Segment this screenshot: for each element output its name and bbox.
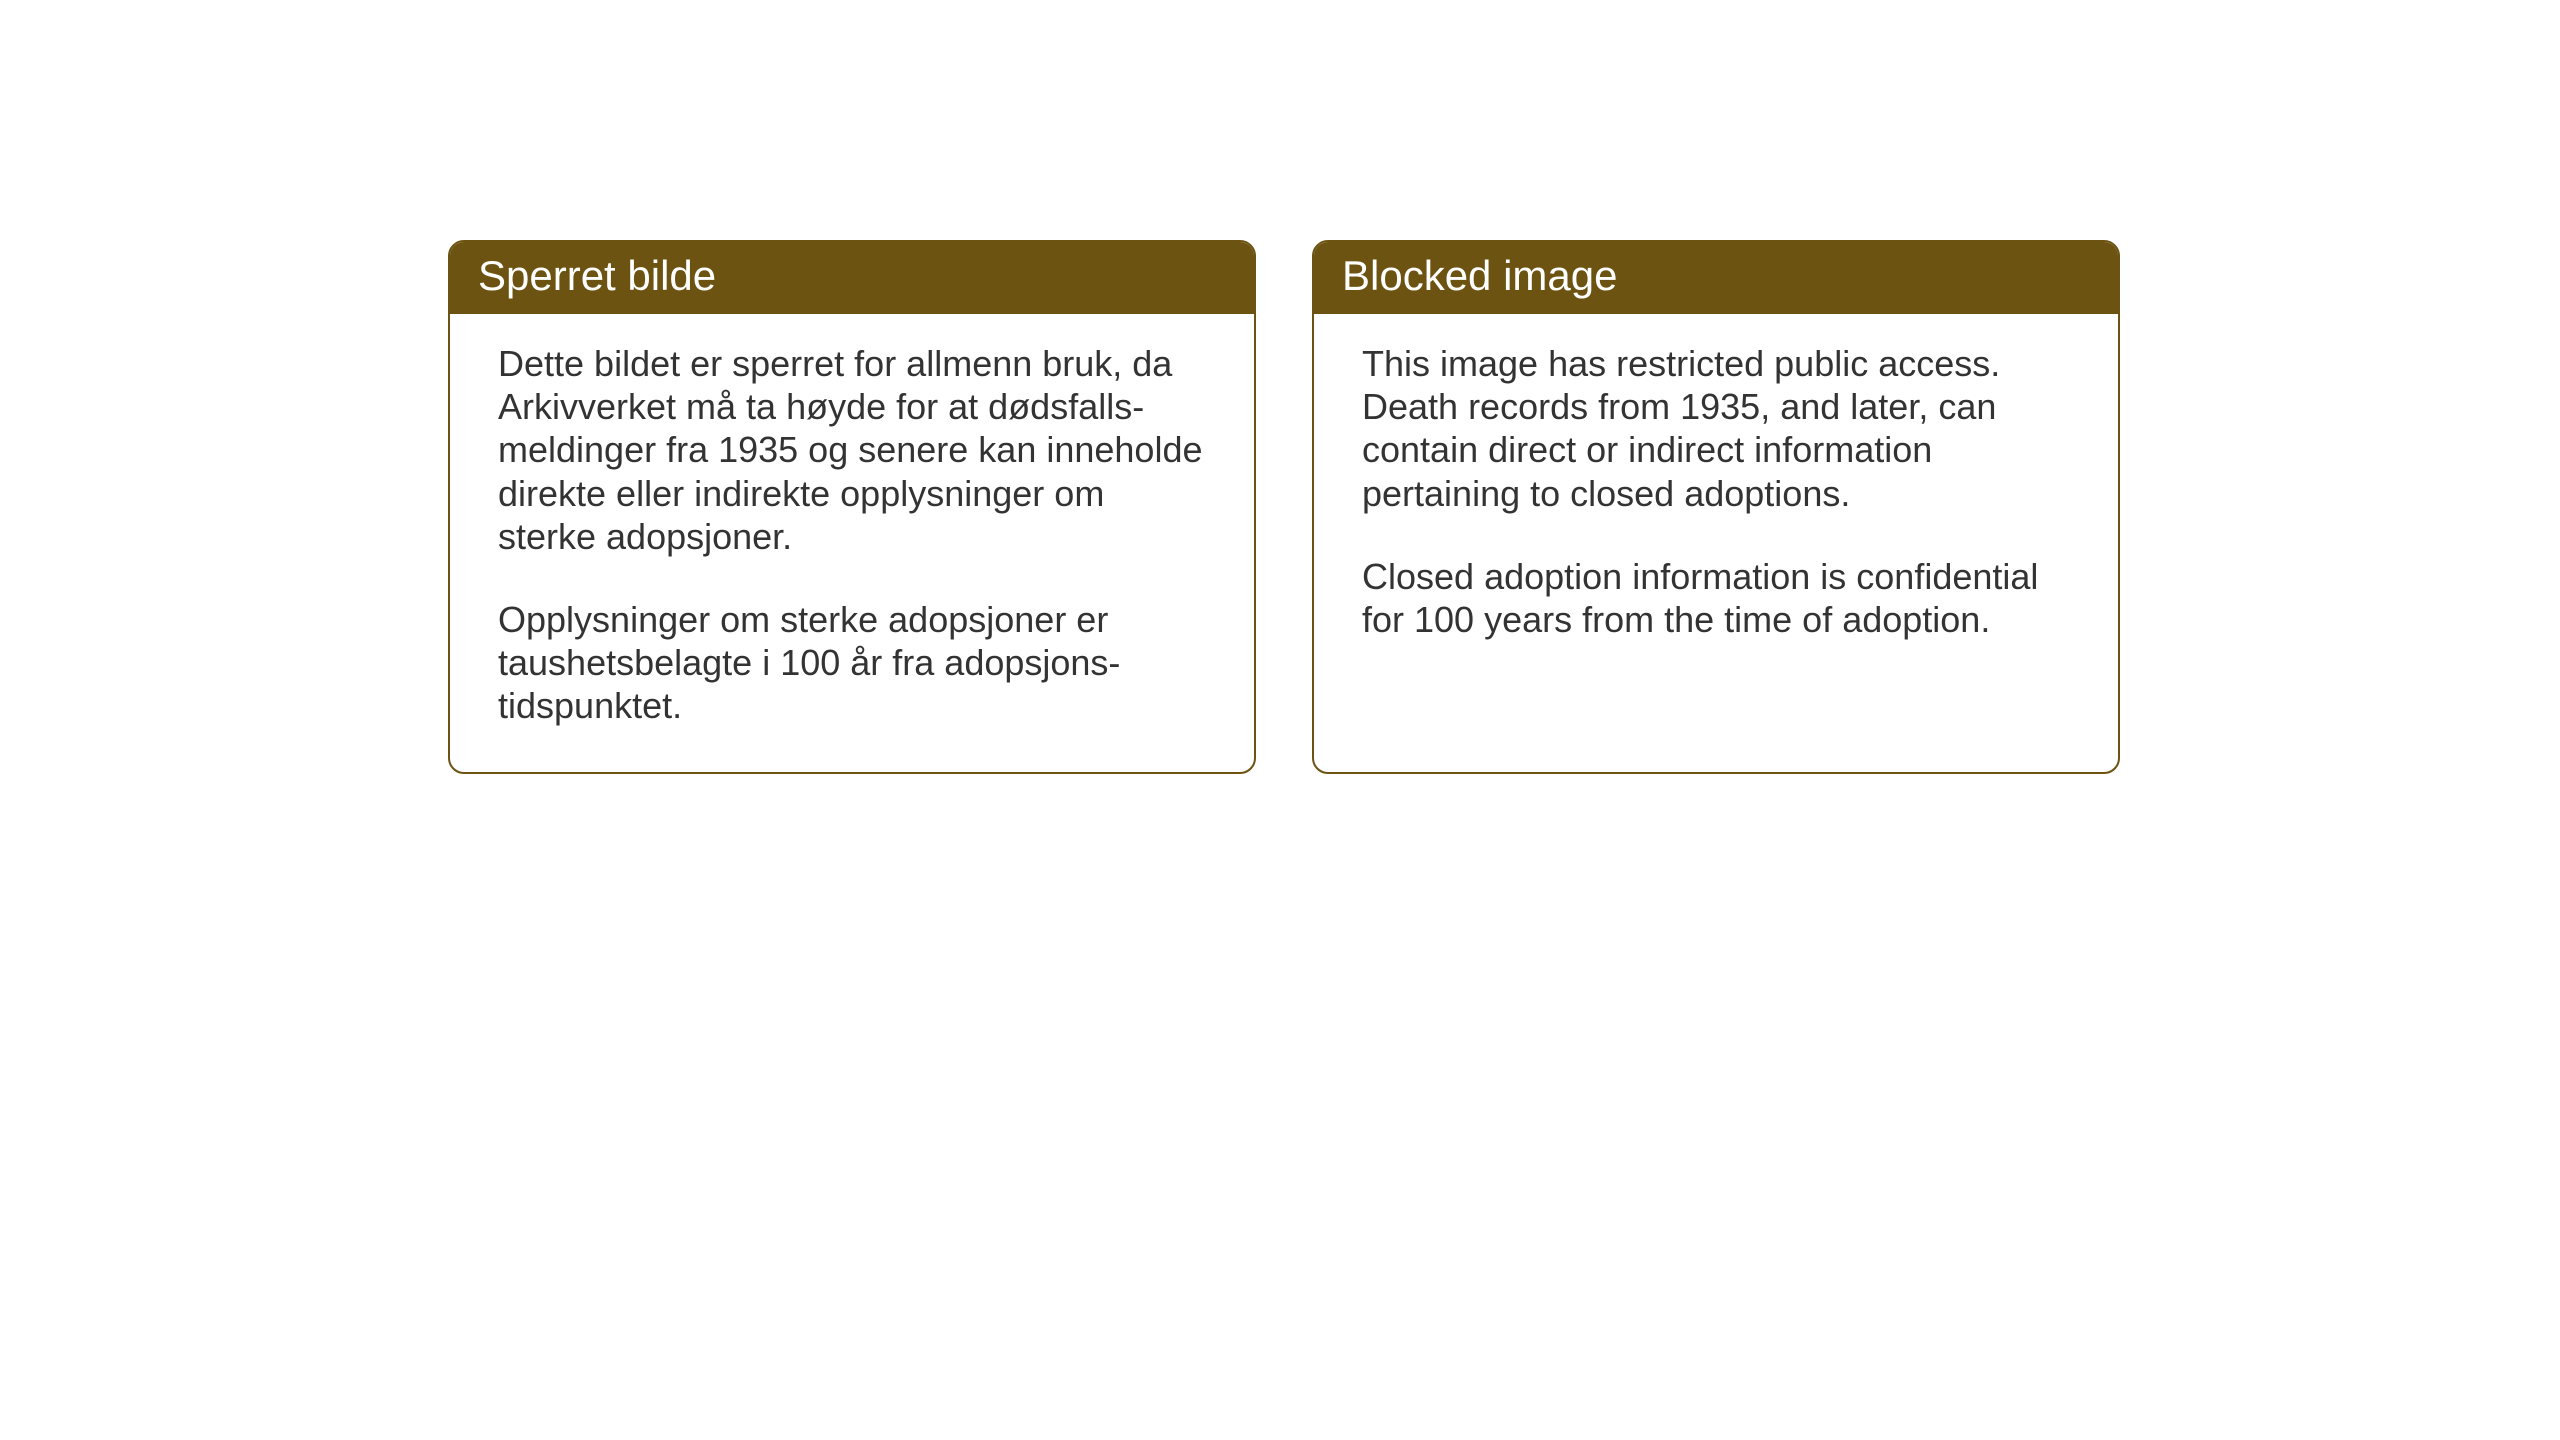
notice-paragraph-1-english: This image has restricted public access.…	[1362, 342, 2074, 515]
notice-body-english: This image has restricted public access.…	[1314, 314, 2118, 685]
notice-container: Sperret bilde Dette bildet er sperret fo…	[448, 240, 2120, 774]
notice-header-english: Blocked image	[1314, 242, 2118, 314]
notice-body-norwegian: Dette bildet er sperret for allmenn bruk…	[450, 314, 1254, 772]
notice-header-norwegian: Sperret bilde	[450, 242, 1254, 314]
notice-paragraph-1-norwegian: Dette bildet er sperret for allmenn bruk…	[498, 342, 1210, 558]
notice-card-english: Blocked image This image has restricted …	[1312, 240, 2120, 774]
notice-paragraph-2-norwegian: Opplysninger om sterke adopsjoner er tau…	[498, 598, 1210, 728]
notice-paragraph-2-english: Closed adoption information is confident…	[1362, 555, 2074, 641]
notice-card-norwegian: Sperret bilde Dette bildet er sperret fo…	[448, 240, 1256, 774]
